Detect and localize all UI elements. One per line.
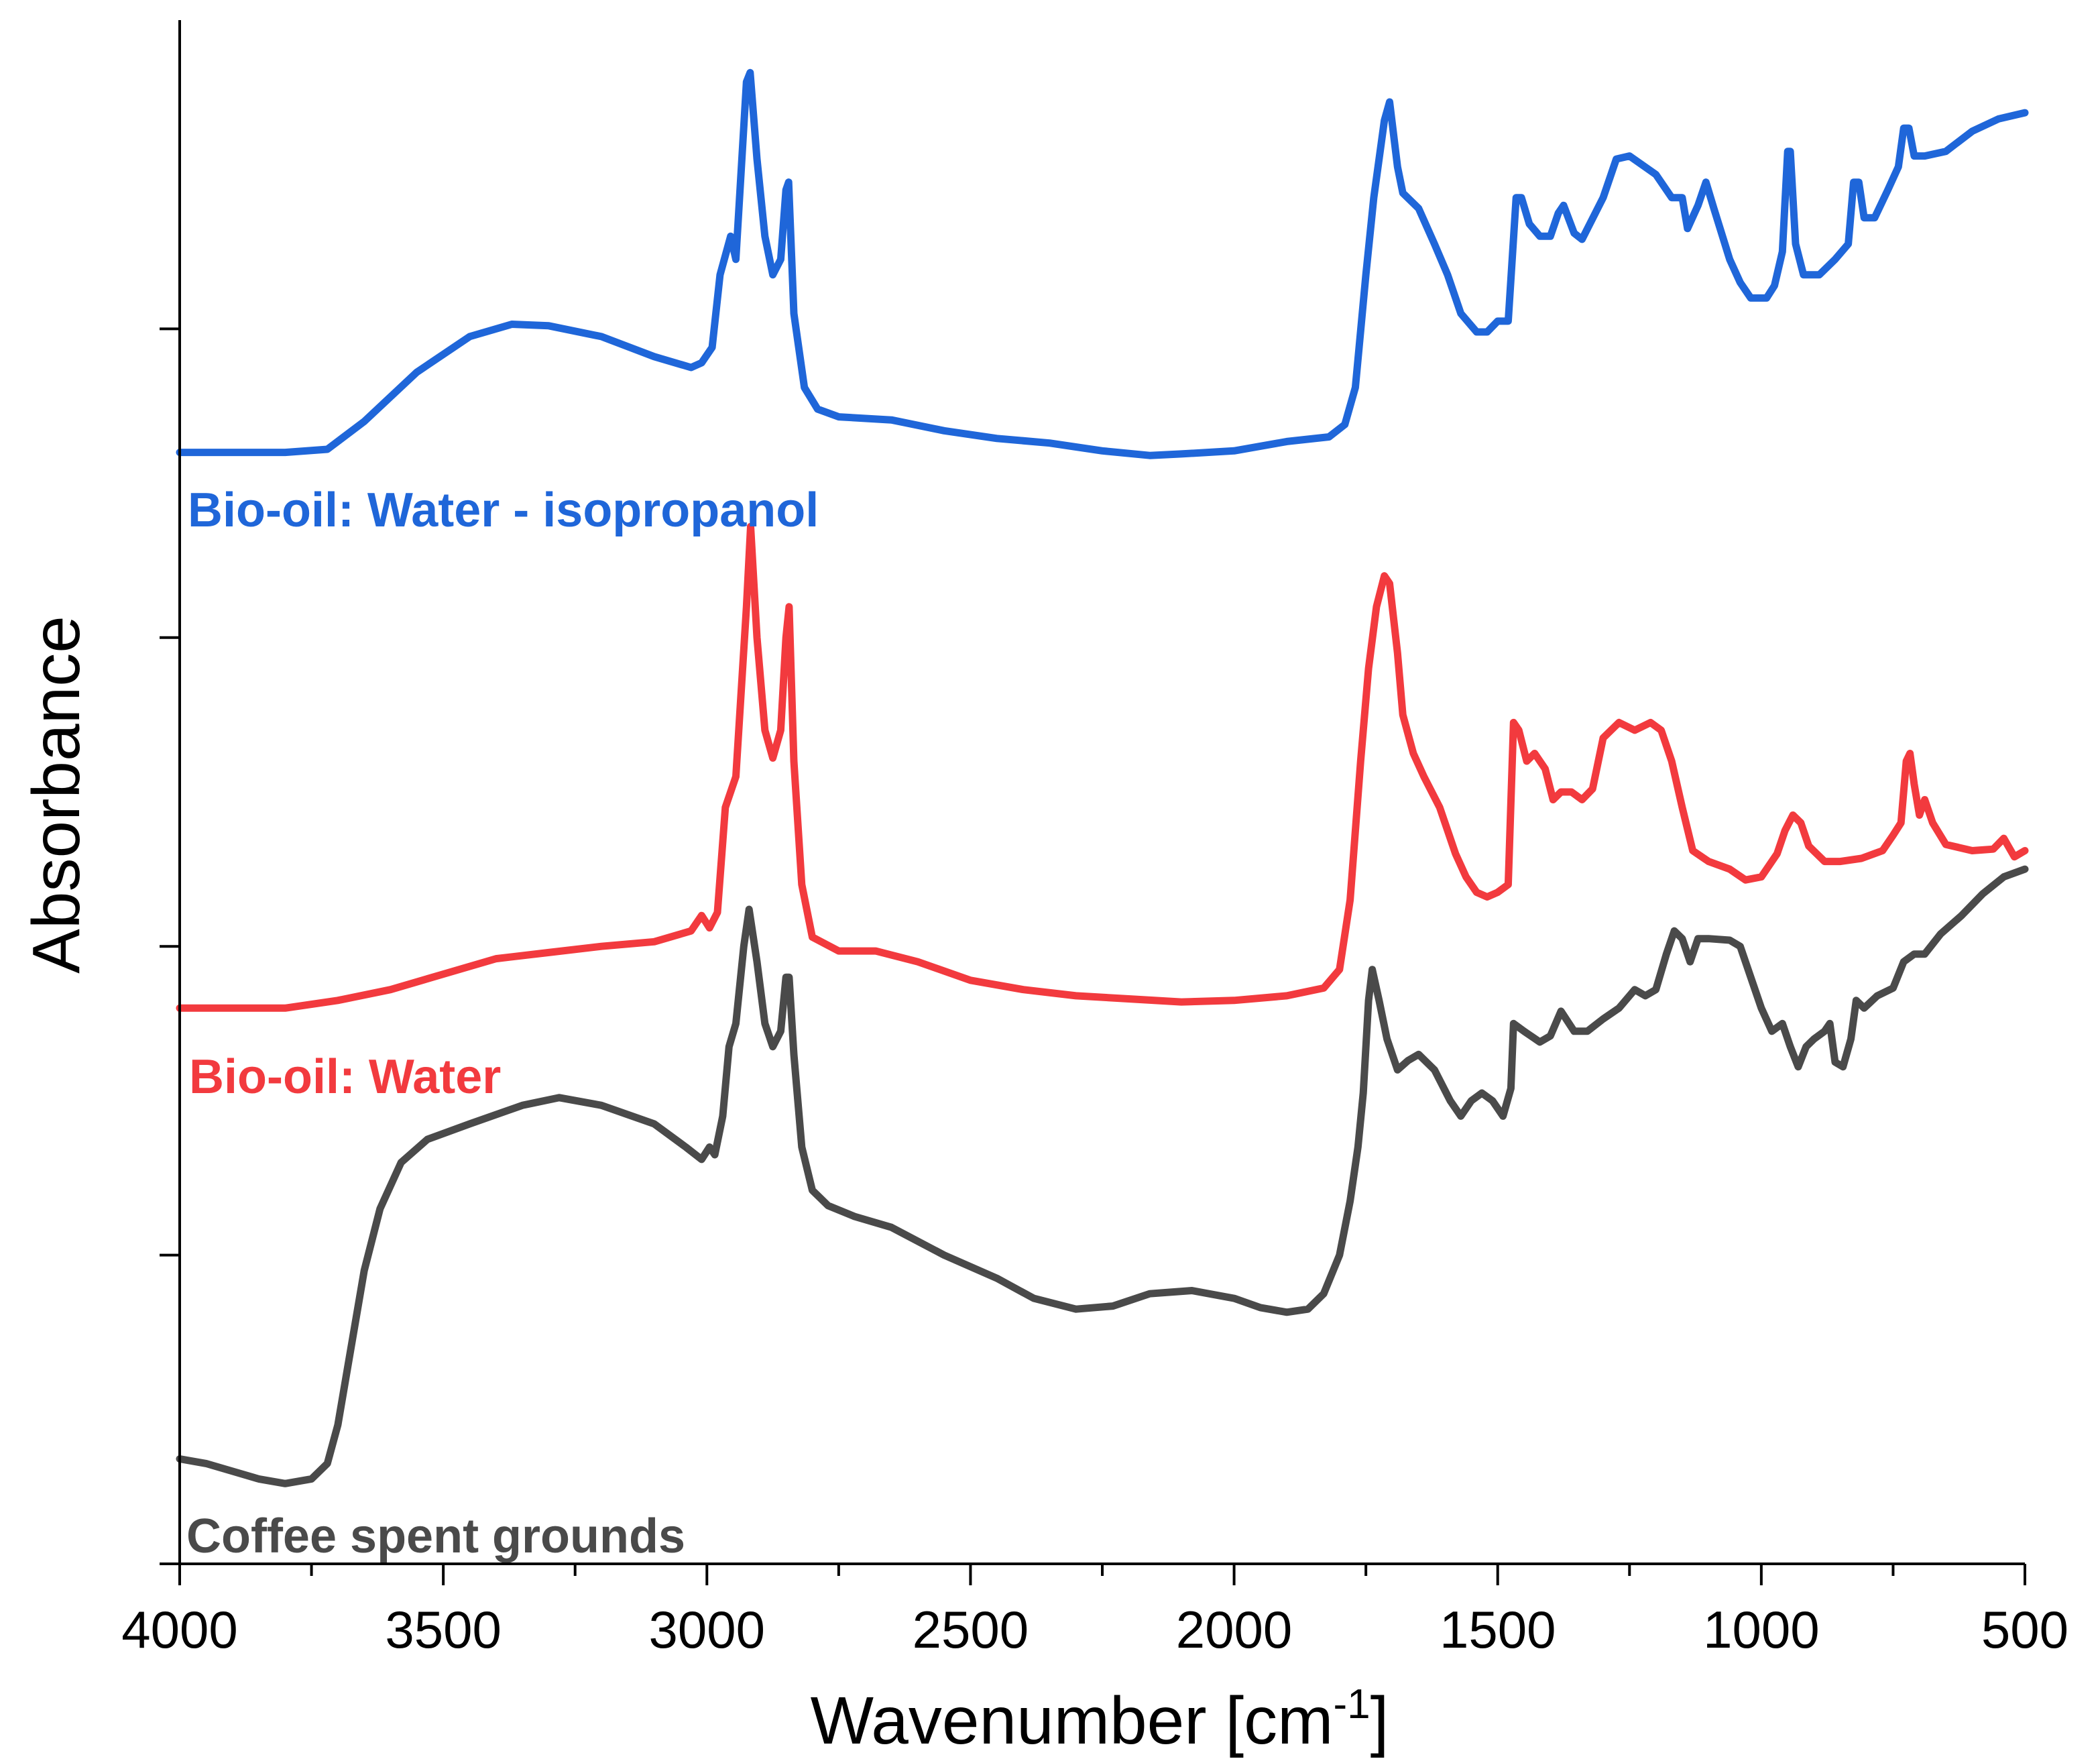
- x-tick-label: 3000: [649, 1600, 766, 1659]
- x-tick-label: 1000: [1703, 1600, 1820, 1659]
- x-axis-title-main: Wavenumber [cm: [811, 1683, 1334, 1758]
- axes: 4000 3500 3000 2500 2000 1500 1000 500: [121, 20, 2068, 1659]
- series-line-coffee-spent-grounds: [176, 865, 2029, 1487]
- plot-area: Bio-oil: Water - isopropanol Bio-oil: Wat…: [176, 68, 2029, 1563]
- x-tick-label: 500: [1981, 1600, 2068, 1659]
- x-tick-label: 4000: [121, 1600, 238, 1659]
- y-axis-ticks: [160, 327, 180, 1565]
- series-line-bio-oil-water-isopropanol: [176, 68, 2029, 459]
- x-tick-label: 2500: [913, 1600, 1029, 1659]
- series-labels: Bio-oil: Water - isopropanol Bio-oil: Wat…: [186, 484, 819, 1563]
- x-axis-title-superscript: -1: [1333, 1681, 1370, 1727]
- y-axis-title: Absorbance: [19, 616, 94, 974]
- series-label: Bio-oil: Water: [189, 1050, 501, 1104]
- series-label: Bio-oil: Water - isopropanol: [188, 484, 819, 537]
- series-line-bio-oil-water: [176, 522, 2029, 1012]
- x-axis-title-suffix: ]: [1370, 1683, 1389, 1758]
- x-tick-label: 2000: [1176, 1600, 1293, 1659]
- x-axis-title: Wavenumber [cm-1]: [811, 1681, 1389, 1758]
- series-group: [176, 68, 2029, 1487]
- series-label: Coffee spent grounds: [186, 1510, 685, 1563]
- x-tick-label: 1500: [1440, 1600, 1556, 1659]
- x-tick-label: 3500: [385, 1600, 502, 1659]
- x-axis-ticks: 4000 3500 3000 2500 2000 1500 1000 500: [121, 1564, 2068, 1659]
